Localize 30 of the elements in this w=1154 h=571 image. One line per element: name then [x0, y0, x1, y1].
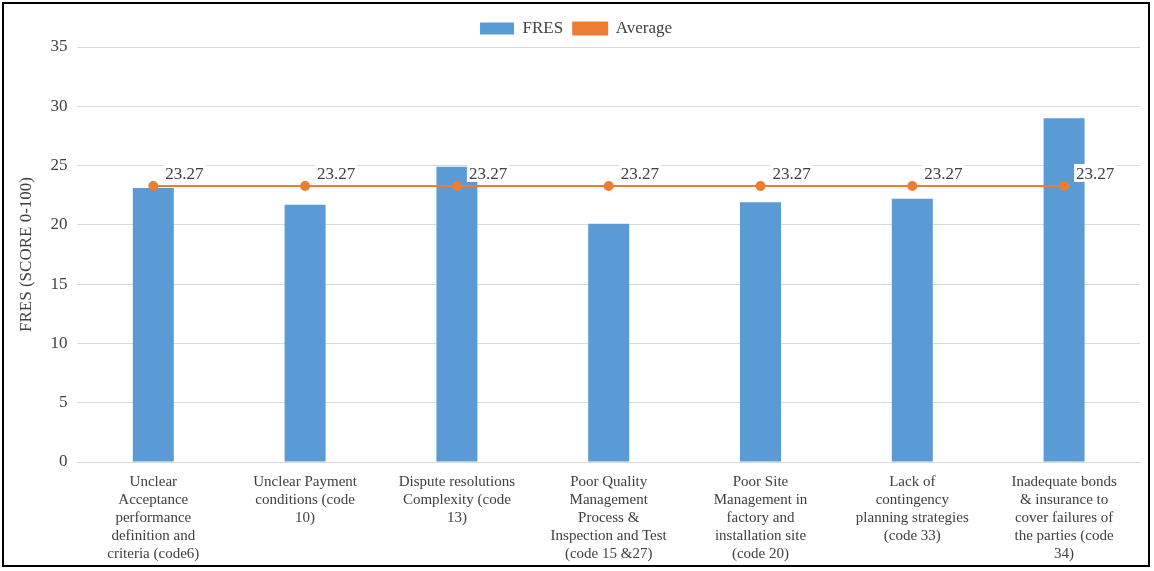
- legend-label: FRES: [522, 17, 564, 37]
- y-tick-label: 30: [50, 95, 68, 115]
- x-tick-label: Dispute resolutions Complexity (code 13): [398, 472, 516, 526]
- bar: [740, 202, 781, 462]
- data-label: 23.27: [772, 163, 812, 183]
- x-tick-label: Inadequate bonds & insurance to cover failures of the parties (code 34): [1011, 472, 1117, 562]
- data-label: 23.27: [468, 163, 508, 183]
- bar: [588, 223, 630, 462]
- bar: [132, 188, 174, 462]
- y-tick-label: 15: [50, 273, 68, 293]
- bar: [891, 198, 933, 462]
- x-tick-label: Unclear Payment conditions (code 10): [253, 472, 358, 526]
- legend-label: Average: [615, 17, 672, 37]
- data-label: 23.27: [924, 163, 964, 183]
- y-axis-title: FRES (SCORE 0-100): [15, 177, 35, 332]
- y-tick-label: 20: [50, 214, 68, 234]
- y-tick-label: 0: [58, 451, 68, 471]
- x-tick-label: Poor Quality Management Process & Inspection and Test (code 15 &27): [550, 472, 668, 562]
- y-tick-label: 5: [58, 392, 68, 412]
- data-label: 23.27: [1076, 163, 1115, 183]
- x-tick-label: Poor Site Management in factory and installation site (code 20): [713, 472, 808, 562]
- y-tick-label: 25: [50, 155, 68, 175]
- data-label: 23.27: [165, 163, 205, 183]
- x-tick-label: Unclear Acceptance performance definition and criteria (code6): [107, 472, 200, 562]
- y-tick-label: 10: [50, 332, 68, 352]
- bar: [284, 204, 326, 462]
- x-tick-label: Lack of contingency planning strategies (code 33): [855, 472, 969, 544]
- data-label: 23.27: [620, 163, 660, 183]
- data-label: 23.27: [317, 163, 356, 183]
- y-tick-label: 35: [50, 36, 68, 56]
